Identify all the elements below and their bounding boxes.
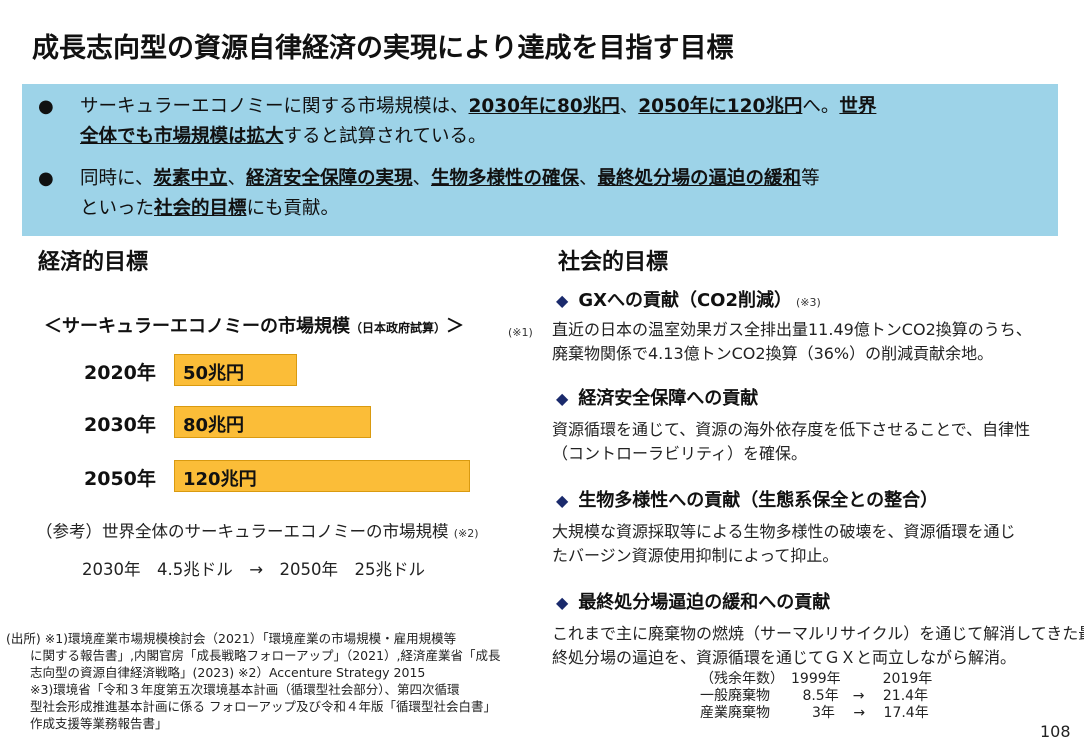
emphasis-text: 炭素中立 [153,168,228,189]
section-text: これまで主に廃棄物の燃焼（サーマルリサイクル）を通じて解消してきた最 [552,624,1084,643]
market-title-small: （日本政府試算） [350,321,447,335]
reference-values: 2030年 4.5兆ドル → 2050年 25兆ドル [82,560,426,579]
body-text: 、 [412,168,432,189]
body-text: へ。 [802,96,840,117]
body-text: サーキュラーエコノミーに関する市場規模は、 [80,96,469,117]
bar-year-label: 2050年 [84,468,156,490]
social-section-landfill: ◆ 最終処分場逼迫の緩和への貢献 [556,588,830,614]
emphasis-text: 最終処分場の逼迫の緩和 [597,168,802,189]
table-row: 一般廃棄物 8.5年 → 21.4年 [700,688,929,704]
bar-value-label: 120兆円 [183,469,257,490]
reference-title-text: （参考）世界全体のサーキュラーエコノミーの市場規模 [36,522,449,541]
diamond-icon: ◆ [556,491,569,510]
emphasis-text: 2030年に80兆円 [468,96,620,117]
bullet-icon: ● [38,96,54,117]
body-text: すると試算されている。 [283,126,487,147]
body-text: 、 [579,168,598,189]
section-text: 廃棄物関係で4.13億トンCO2換算（36%）の削減貢献余地。 [552,344,994,363]
diamond-icon: ◆ [556,593,569,612]
social-section-biodiversity: ◆ 生物多様性への貢献（生態系保全との整合） [556,486,938,512]
bar-year-label: 2030年 [84,414,156,436]
emphasis-text: 2050年に120兆円 [638,96,803,117]
section-title: 最終処分場逼迫の緩和への貢献 [578,592,831,613]
body-text: 等 [801,168,820,189]
summary-bullet-2-line-1: 同時に、炭素中立、経済安全保障の実現、生物多様性の確保、最終処分場の逼迫の緩和等 [80,166,820,192]
social-section-security: ◆ 経済安全保障への貢献 [556,384,758,410]
source-line: ※3)環境省「令和３年度第五次環境基本計画（循環型社会部分）、第四次循環 [30,682,460,697]
emphasis-text: 経済安全保障の実現 [245,168,413,189]
section-title: 生物多様性への貢献（生態系保全との整合） [578,490,939,511]
body-text: にも貢献。 [246,198,340,219]
note-3: (※3) [796,296,821,309]
body-text: といった [80,198,155,219]
section-title: 経済安全保障への貢献 [578,388,759,409]
summary-box: ● サーキュラーエコノミーに関する市場規模は、2030年に80兆円、2050年に… [22,84,1058,236]
remaining-years-table: （残余年数） 1999年 2019年 一般廃棄物 8.5年 → 21.4年 産業… [700,671,932,722]
section-title: GXへの貢献（CO2削減） [578,290,793,311]
section-text: たバージン資源使用抑制によって抑止。 [552,546,839,565]
social-section-gx: ◆ GXへの貢献（CO2削減） (※3) [556,286,821,312]
bullet-icon: ● [38,168,54,189]
emphasis-text: 生物多様性の確保 [431,168,580,189]
body-text: 同時に、 [80,168,154,189]
section-text: 大規模な資源採取等による生物多様性の破壊を、資源循環を通じ [552,522,1016,541]
section-text: 資源循環を通じて、資源の海外依存度を低下させることで、自律性 [552,420,1031,439]
bar-year-label: 2020年 [84,362,156,384]
body-text: 、 [227,168,246,189]
source-line: 作成支援等業務報告書」 [30,716,168,731]
social-heading: 社会的目標 [558,250,669,275]
source-line: (出所) ※1)環境産業市場規模検討会（2021）「環境産業の市場規模・雇用規模… [6,631,457,646]
sources: (出所) ※1)環境産業市場規模検討会（2021）「環境産業の市場規模・雇用規模… [6,630,501,732]
source-line: 志向型の資源自律経済戦略」(2023) ※2）Accenture Strateg… [30,665,426,680]
body-text: 、 [619,96,639,117]
section-text: （コントローラビリティ）を確保。 [552,444,808,463]
summary-bullet-1-line-2: 全体でも市場規模は拡大すると試算されている。 [80,124,486,150]
source-line: に関する報告書」,内閣官房「成長戦略フォローアップ」（2021）,経済産業省「成… [30,648,501,663]
table-row: （残余年数） 1999年 2019年 [700,671,933,687]
reference-title: （参考）世界全体のサーキュラーエコノミーの市場規模 (※2) [36,520,479,546]
market-title: ＜サーキュラーエコノミーの市場規模（日本政府試算）＞ [44,312,464,338]
diamond-icon: ◆ [556,389,569,408]
econ-heading: 経済的目標 [38,250,149,275]
market-size-bar: 120兆円 [174,460,470,492]
source-line: 型社会形成推進基本計画に係る フォローアップ及び令和４年版「循環型社会白書」 [30,699,496,714]
page-number: 108 [1040,722,1071,741]
summary-bullet-1-line-1: サーキュラーエコノミーに関する市場規模は、2030年に80兆円、2050年に12… [80,94,876,120]
diamond-icon: ◆ [556,291,569,310]
bar-value-label: 50兆円 [183,363,245,384]
emphasis-text: 社会的目標 [154,198,247,219]
market-title-end: ＞ [446,316,465,337]
market-size-bar: 80兆円 [174,406,371,438]
note-1: (※1) [508,326,533,339]
market-title-main: ＜サーキュラーエコノミーの市場規模 [44,316,350,337]
bar-value-label: 80兆円 [183,415,245,436]
section-text: 終処分場の逼迫を、資源循環を通じてＧＸと両立しながら解消。 [552,648,1017,667]
table-row: 産業廃棄物 3年 → 17.4年 [700,705,929,721]
emphasis-text: 全体でも市場規模は拡大 [80,126,284,147]
page-title: 成長志向型の資源自律経済の実現により達成を目指す目標 [32,33,734,64]
emphasis-text: 世界 [839,96,877,117]
section-text: 直近の日本の温室効果ガス全排出量11.49億トンCO2換算のうち、 [552,320,1032,339]
summary-bullet-2-line-2: といった社会的目標にも貢献。 [80,196,339,222]
note-2: (※2) [453,527,479,540]
market-size-bar: 50兆円 [174,354,297,386]
